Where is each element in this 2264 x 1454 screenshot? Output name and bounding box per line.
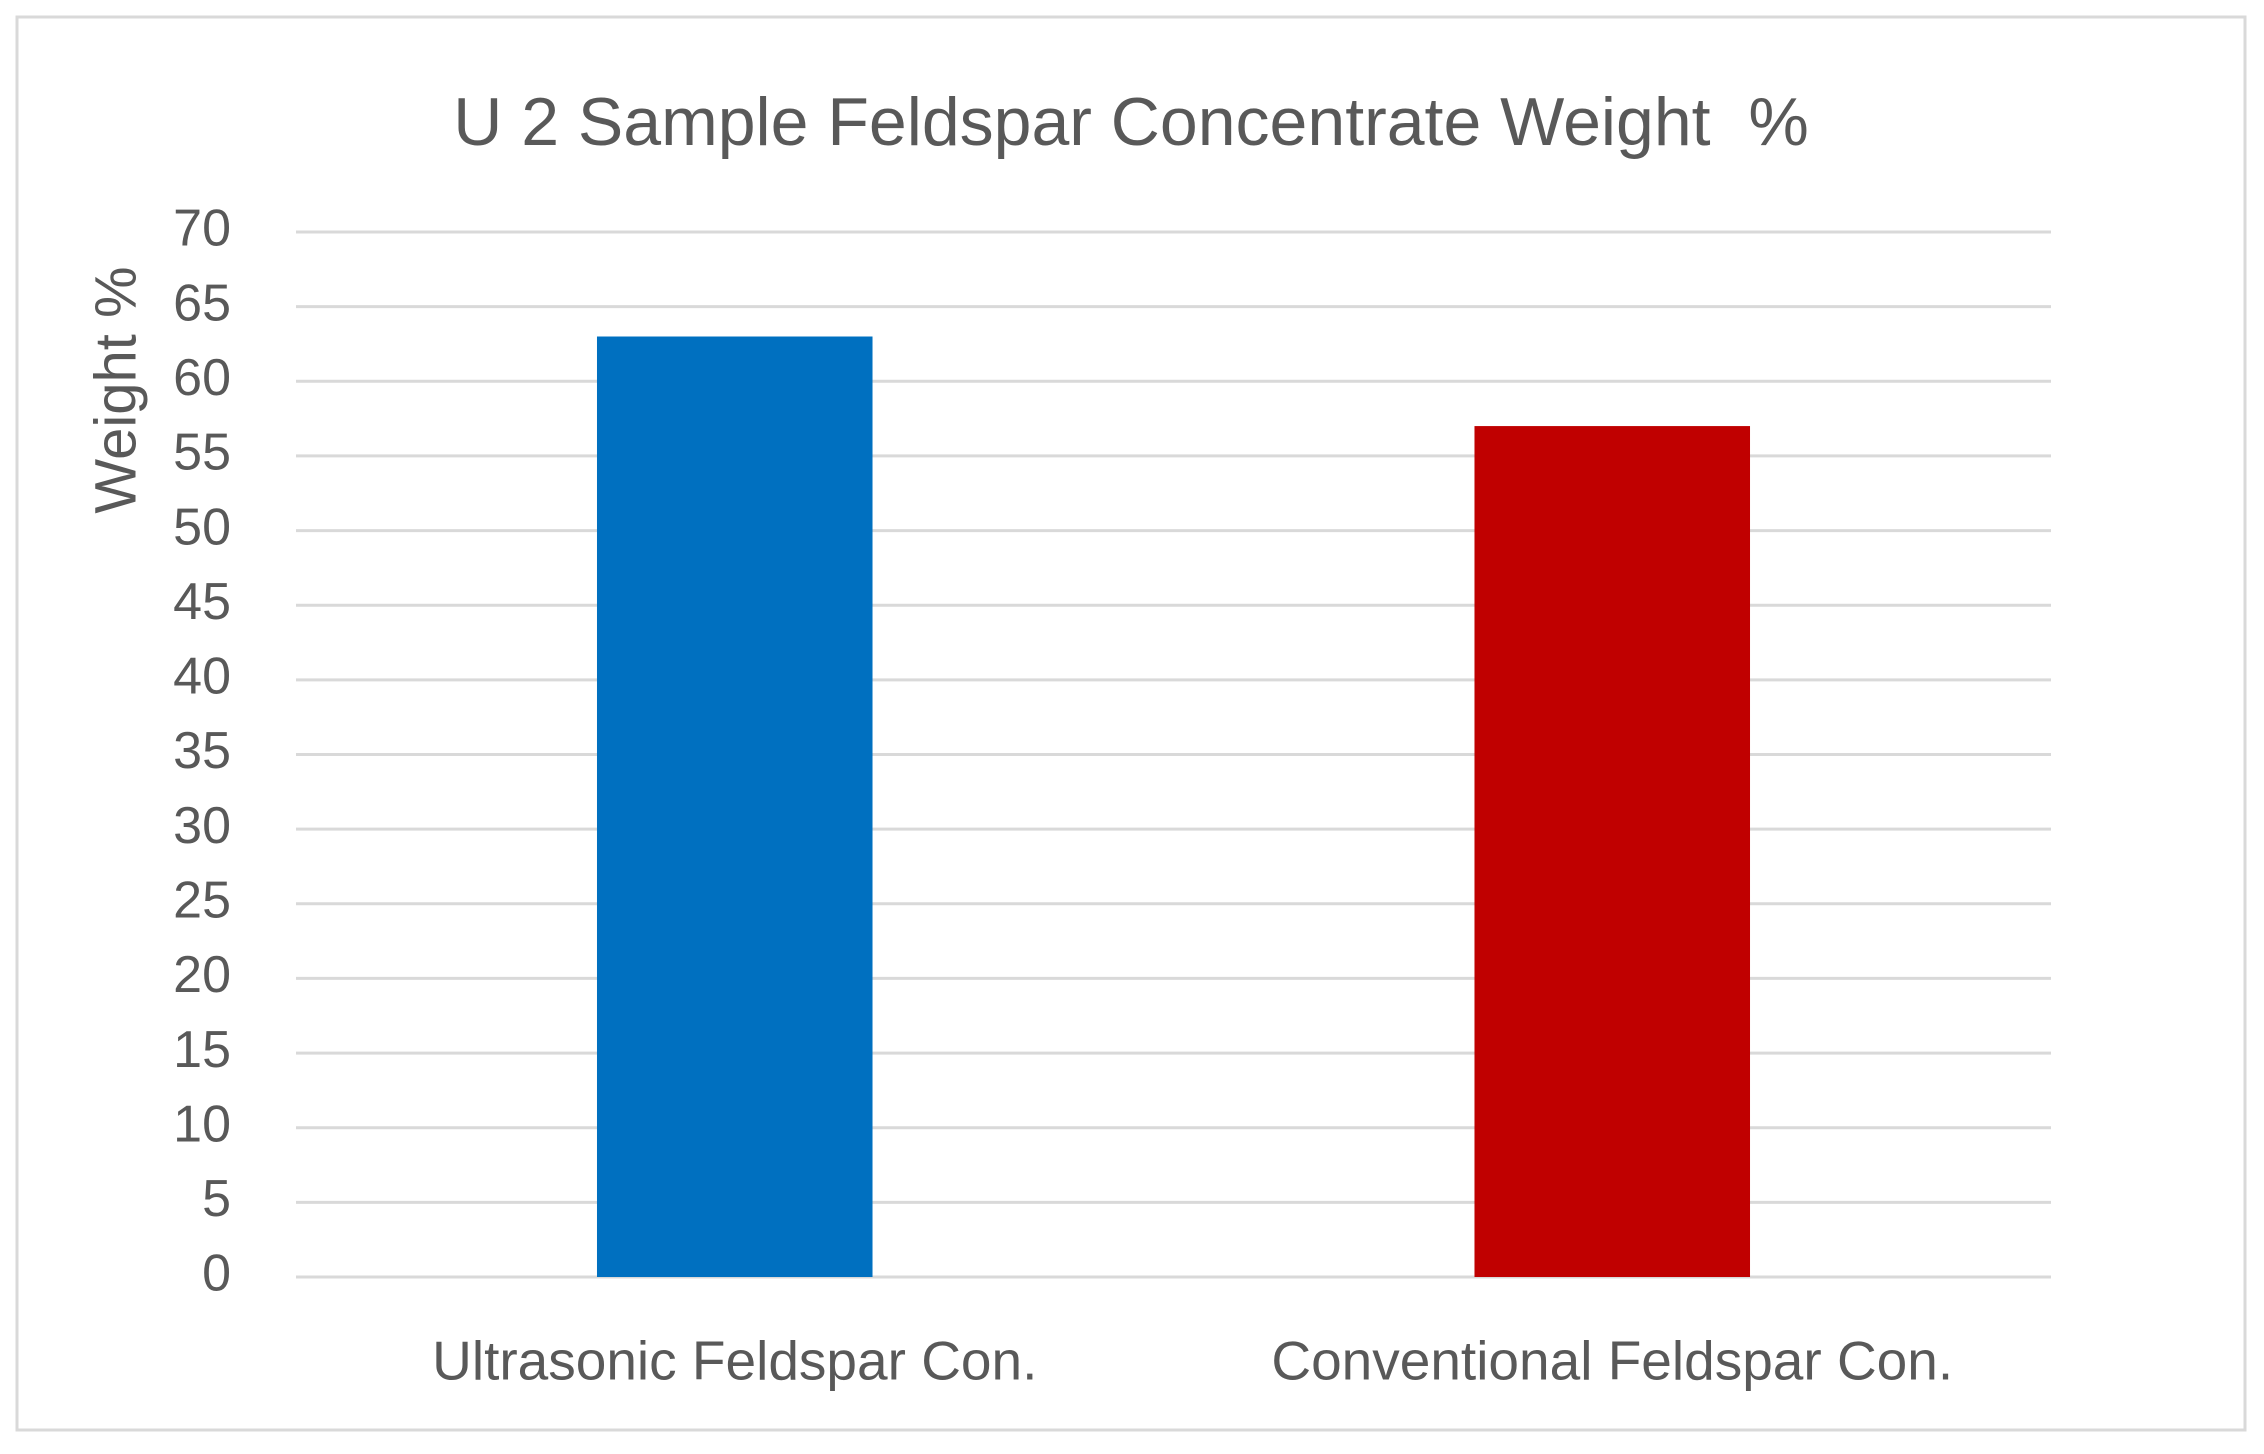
y-tick-label: 5 xyxy=(202,1170,231,1228)
y-tick-label: 25 xyxy=(173,872,231,930)
y-tick-label: 0 xyxy=(202,1245,231,1303)
chart-title: U 2 Sample Feldspar Concentrate Weight % xyxy=(453,84,1809,160)
y-tick-label: 10 xyxy=(173,1095,231,1153)
y-tick-label: 20 xyxy=(173,946,231,1004)
x-tick-label: Conventional Feldspar Con. xyxy=(1271,1330,1953,1392)
y-tick-label: 50 xyxy=(173,498,231,556)
y-tick-label: 55 xyxy=(173,424,231,482)
chart-border xyxy=(15,15,2247,1432)
y-tick-label: 40 xyxy=(173,648,231,706)
y-tick-label: 45 xyxy=(173,573,231,631)
bar xyxy=(1474,426,1751,1278)
x-tick-label: Ultrasonic Feldspar Con. xyxy=(432,1330,1037,1392)
y-tick-label: 65 xyxy=(173,274,231,332)
bar xyxy=(596,336,873,1277)
y-tick-label: 30 xyxy=(173,797,231,855)
y-axis-label: Weight % xyxy=(83,266,148,513)
y-tick-label: 60 xyxy=(173,349,231,407)
y-tick-label: 35 xyxy=(173,722,231,780)
y-tick-label: 70 xyxy=(173,200,231,258)
y-tick-label: 15 xyxy=(173,1021,231,1079)
